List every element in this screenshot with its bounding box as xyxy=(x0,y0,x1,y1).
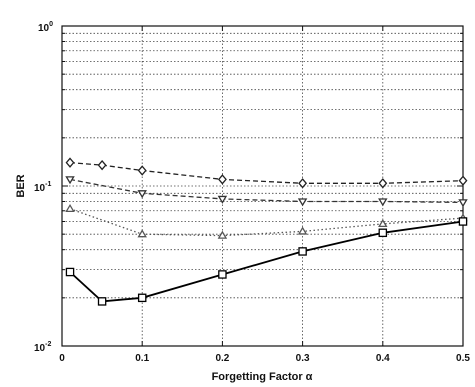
data-point-square xyxy=(378,228,388,238)
y-tick-label: 10-2 xyxy=(34,341,51,354)
y-tick-label: 100 xyxy=(38,21,53,34)
data-point-triangle-up xyxy=(217,230,228,239)
grid xyxy=(62,26,463,346)
data-point-triangle-down xyxy=(137,190,147,199)
data-point-diamond xyxy=(97,159,107,171)
series-layer xyxy=(65,157,468,306)
data-point-triangle-down xyxy=(378,198,388,207)
data-point-square xyxy=(97,297,107,306)
data-point-triangle-down xyxy=(458,199,468,208)
data-point-diamond xyxy=(65,157,75,168)
x-tick-label: 0.3 xyxy=(296,353,310,364)
data-point-square xyxy=(458,217,468,226)
series-line xyxy=(69,208,464,237)
data-point-triangle-up xyxy=(297,226,308,235)
y-tick-label: 10-1 xyxy=(34,181,51,194)
data-point-triangle-up xyxy=(65,203,75,212)
data-point-square xyxy=(137,293,147,303)
data-point-square xyxy=(65,267,75,277)
series-3 xyxy=(65,203,468,239)
series-line xyxy=(69,178,464,204)
series-4 xyxy=(65,217,468,306)
data-point-diamond xyxy=(458,175,468,186)
x-tick-label: 0 xyxy=(59,353,65,364)
data-point-diamond xyxy=(298,178,308,189)
series-2 xyxy=(65,176,468,208)
y-axis-label: BER xyxy=(15,174,27,197)
data-point-square xyxy=(298,247,307,256)
x-tick-label: 0.5 xyxy=(456,353,470,364)
data-point-triangle-down xyxy=(297,198,308,207)
data-point-diamond xyxy=(378,178,388,189)
x-tick-label: 0.2 xyxy=(215,353,229,364)
data-point-diamond xyxy=(137,165,147,176)
y-tick-labels: 100 10-1 10-2 xyxy=(34,21,53,354)
data-point-square xyxy=(218,270,227,279)
x-tick-label: 0.4 xyxy=(376,353,390,364)
data-point-triangle-up xyxy=(137,229,147,238)
x-tick-label: 0.1 xyxy=(135,353,149,364)
data-point-triangle-down xyxy=(65,176,75,185)
data-point-triangle-up xyxy=(378,218,388,228)
series-1 xyxy=(65,157,468,189)
axis-ticks xyxy=(61,26,464,347)
data-point-triangle-down xyxy=(217,195,228,204)
x-tick-labels: 0 0.1 0.2 0.3 0.4 0.5 xyxy=(59,353,470,364)
data-point-diamond xyxy=(217,174,227,185)
x-axis-label: Forgetting Factor α xyxy=(212,371,313,383)
